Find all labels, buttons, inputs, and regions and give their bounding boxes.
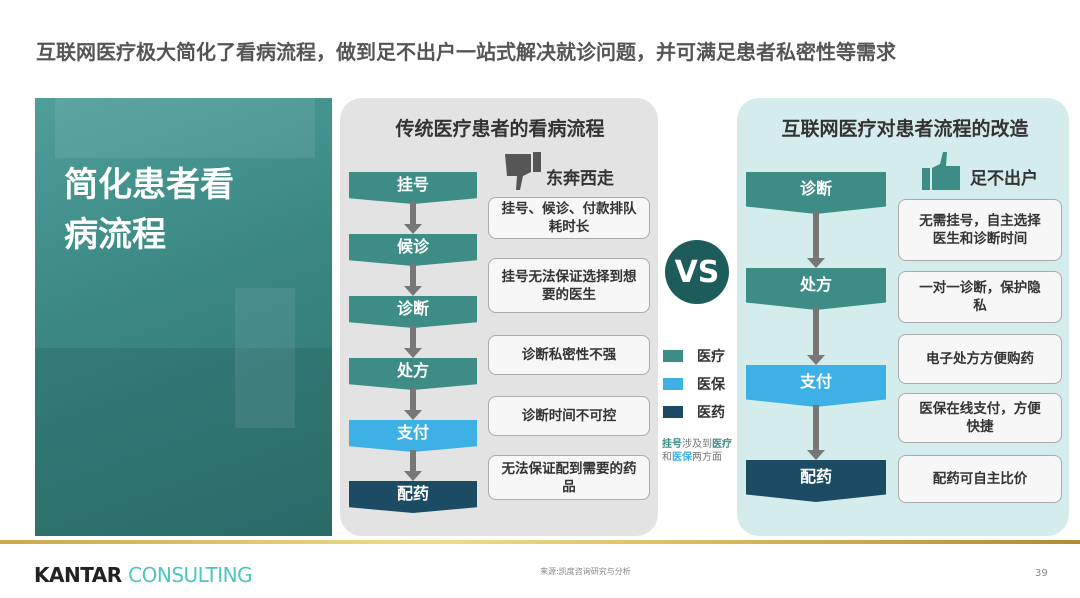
- slide-title: 互联网医疗极大简化了看病流程，做到足不出户一站式解决就诊问题，并可满足患者私密性…: [36, 40, 896, 64]
- hospital-photo: [35, 98, 332, 536]
- benefit-box: 配药可自主比价: [898, 455, 1062, 503]
- thumbs-up-icon: [922, 152, 960, 190]
- arrow-down-icon: [404, 286, 422, 296]
- legend-note: 挂号涉及到医疗和医保两方面: [662, 439, 732, 463]
- arrow-connector: [813, 308, 819, 357]
- flow-step: 支付: [746, 365, 886, 407]
- flow-step: 配药: [746, 460, 886, 502]
- arrow-connector: [410, 450, 416, 473]
- issue-box: 挂号无法保证选择到想要的医生: [488, 258, 650, 313]
- kantar-logo: KANTAR CONSULTING: [34, 563, 253, 587]
- traditional-title: 传统医疗患者的看病流程: [395, 118, 605, 140]
- flow-step: 挂号: [349, 172, 477, 204]
- arrow-connector: [813, 212, 819, 260]
- flow-step: 配药: [349, 481, 477, 513]
- arrow-connector: [410, 326, 416, 350]
- benefit-box: 无需挂号，自主选择医生和诊断时间: [898, 199, 1062, 261]
- legend-item-medical: 医疗: [663, 346, 725, 366]
- flow-step: 候诊: [349, 234, 477, 266]
- footer-divider: [0, 540, 1080, 544]
- arrow-connector: [410, 388, 416, 412]
- flow-step: 支付: [349, 420, 477, 452]
- benefit-box: 医保在线支付，方便快捷: [898, 393, 1062, 443]
- issue-box: 无法保证配到需要的药品: [488, 455, 650, 500]
- arrow-down-icon: [807, 355, 825, 365]
- benefit-box: 一对一诊断，保护隐私: [898, 271, 1062, 323]
- flow-step: 诊断: [746, 172, 886, 214]
- hero-text: 简化患者看病流程: [64, 165, 234, 255]
- issue-box: 诊断私密性不强: [488, 335, 650, 375]
- thumbs-down-icon: [505, 152, 541, 190]
- vs-badge: VS: [665, 240, 729, 304]
- legend-item-insurance: 医保: [663, 374, 725, 394]
- source-note: 来源:凯度咨询研究与分析: [540, 567, 631, 576]
- internet-title: 互联网医疗对患者流程的改造: [781, 118, 1029, 140]
- arrow-down-icon: [807, 258, 825, 268]
- issue-box: 诊断时间不可控: [488, 396, 650, 436]
- arrow-connector: [813, 405, 819, 452]
- internet-verdict: 足不出户: [970, 169, 1038, 189]
- arrow-connector: [410, 264, 416, 288]
- legend-item-pharma: 医药: [663, 402, 725, 422]
- arrow-down-icon: [404, 410, 422, 420]
- traditional-verdict: 东奔西走: [546, 169, 614, 189]
- flow-step: 处方: [349, 358, 477, 390]
- arrow-down-icon: [807, 450, 825, 460]
- arrow-down-icon: [404, 348, 422, 358]
- benefit-box: 电子处方方便购药: [898, 334, 1062, 384]
- flow-step: 诊断: [349, 296, 477, 328]
- page-number: 39: [1035, 568, 1048, 579]
- flow-step: 处方: [746, 268, 886, 310]
- issue-box: 挂号、候诊、付款排队耗时长: [488, 197, 650, 239]
- arrow-connector: [410, 202, 416, 226]
- arrow-down-icon: [404, 471, 422, 481]
- arrow-down-icon: [404, 224, 422, 234]
